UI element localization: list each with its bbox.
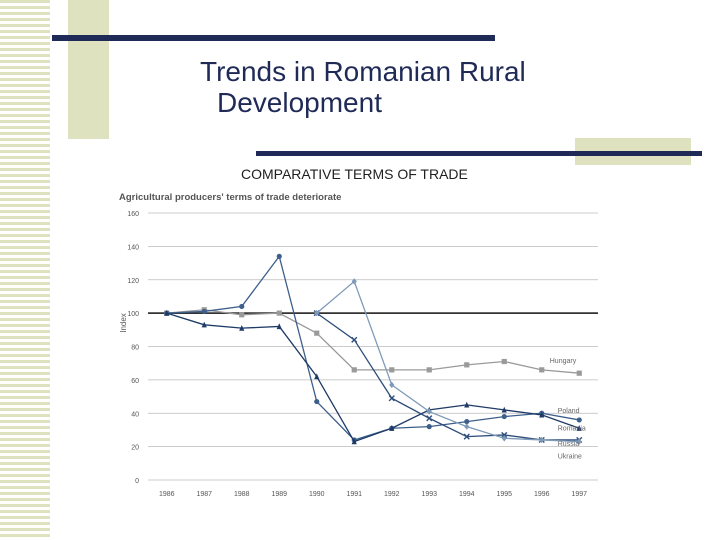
data-point-romania (276, 323, 282, 330)
series-label-romania: Romania (558, 425, 586, 432)
data-point-poland (201, 308, 207, 315)
data-point-russia (426, 415, 433, 422)
x-tick-label: 1996 (534, 491, 550, 498)
data-point-romania (164, 309, 170, 316)
data-point-romania (389, 425, 395, 431)
series-poland (164, 253, 582, 443)
data-point-hungary (501, 358, 507, 365)
data-point-ukraine (576, 438, 582, 445)
y-tick-label: 160 (127, 211, 139, 218)
data-point-hungary (351, 367, 357, 373)
y-tick-label: 0 (135, 478, 139, 485)
data-point-hungary (389, 367, 395, 373)
terms-of-trade-chart: Agricultural producers' terms of trade d… (119, 192, 598, 498)
chart-grid (148, 212, 598, 481)
data-point-poland (576, 417, 582, 423)
y-tick-label: 20 (131, 445, 139, 452)
slide-subtitle: COMPARATIVE TERMS OF TRADE (241, 166, 468, 182)
x-tick-label: 1994 (459, 491, 475, 498)
slide-title-line-2: Development (217, 87, 382, 118)
data-point-romania (314, 373, 320, 380)
data-point-romania (576, 425, 582, 431)
data-point-ukraine (464, 423, 470, 430)
data-point-hungary (464, 362, 470, 368)
data-point-hungary (314, 330, 320, 336)
data-point-poland (501, 413, 507, 420)
data-point-poland (426, 424, 432, 430)
data-point-ukraine (426, 408, 432, 415)
x-tick-label: 1995 (496, 491, 512, 498)
data-point-romania (539, 411, 545, 418)
x-tick-label: 1993 (421, 491, 437, 498)
data-point-romania (351, 438, 357, 445)
x-tick-label: 1992 (384, 491, 400, 498)
data-point-hungary (539, 367, 545, 373)
series-line-hungary (166, 309, 580, 374)
data-point-poland (276, 253, 282, 259)
chart-axis-ticks: 0 20 40 60 80 100 120 140 160 1986 1987 1988 1989 199… (127, 211, 587, 498)
y-tick-label: 140 (127, 244, 139, 251)
series-russia (313, 310, 583, 444)
series-label-ukraine: Ukraine (558, 454, 582, 461)
chart-title: Agricultural producers' terms of trade d… (119, 192, 341, 203)
series-label-poland: Poland (558, 408, 580, 415)
data-point-poland (314, 398, 320, 405)
data-point-russia (388, 395, 395, 402)
data-point-ukraine (501, 435, 507, 442)
data-point-romania (201, 321, 207, 328)
chart-series (164, 253, 583, 445)
series-hungary (164, 307, 582, 376)
series-label-hungary: Hungary (550, 358, 577, 365)
data-point-ukraine (389, 381, 395, 389)
data-point-poland (239, 303, 245, 310)
y-tick-label: 80 (131, 345, 139, 352)
subtitle-accent-bar (256, 151, 702, 156)
x-tick-label: 1990 (309, 491, 325, 498)
data-point-hungary (276, 310, 282, 316)
data-point-russia (463, 433, 470, 440)
data-point-romania (464, 401, 470, 408)
series-romania (164, 309, 582, 445)
data-point-hungary (239, 312, 245, 318)
x-tick-label: 1997 (571, 491, 587, 498)
data-point-russia (351, 336, 358, 343)
x-tick-label: 1989 (271, 491, 287, 498)
data-point-poland (464, 418, 470, 425)
data-point-ukraine (314, 309, 320, 317)
x-tick-label: 1988 (234, 491, 250, 498)
title-accent-bar (52, 35, 495, 41)
chart-series-labels: Hungary Poland Romania Russia Ukraine (550, 358, 586, 460)
y-tick-label: 40 (131, 411, 139, 418)
series-line-ukraine (316, 280, 580, 443)
y-axis-label: Index (119, 313, 128, 333)
x-tick-label: 1991 (346, 491, 362, 498)
decorative-stripe (0, 0, 50, 540)
y-tick-label: 120 (127, 278, 139, 285)
data-point-russia (501, 431, 508, 439)
x-tick-label: 1987 (196, 491, 212, 498)
series-line-romania (166, 312, 580, 443)
x-tick-label: 1986 (159, 491, 175, 498)
data-point-ukraine (539, 436, 545, 444)
data-point-romania (239, 324, 245, 331)
data-point-romania (501, 406, 507, 413)
y-tick-label: 60 (131, 378, 139, 385)
series-ukraine (314, 278, 582, 445)
data-point-ukraine (351, 278, 357, 285)
slide-title-line-1: Trends in Romanian Rural (200, 56, 526, 87)
series-line-poland (166, 254, 580, 441)
decorative-block-left (68, 0, 109, 139)
series-label-russia: Russia (558, 441, 580, 448)
data-point-hungary (426, 367, 432, 373)
y-tick-label: 100 (127, 311, 139, 318)
series-line-russia (316, 312, 580, 441)
slide-title: Trends in Romanian Rural Development (200, 56, 660, 118)
data-point-hungary (576, 370, 582, 376)
